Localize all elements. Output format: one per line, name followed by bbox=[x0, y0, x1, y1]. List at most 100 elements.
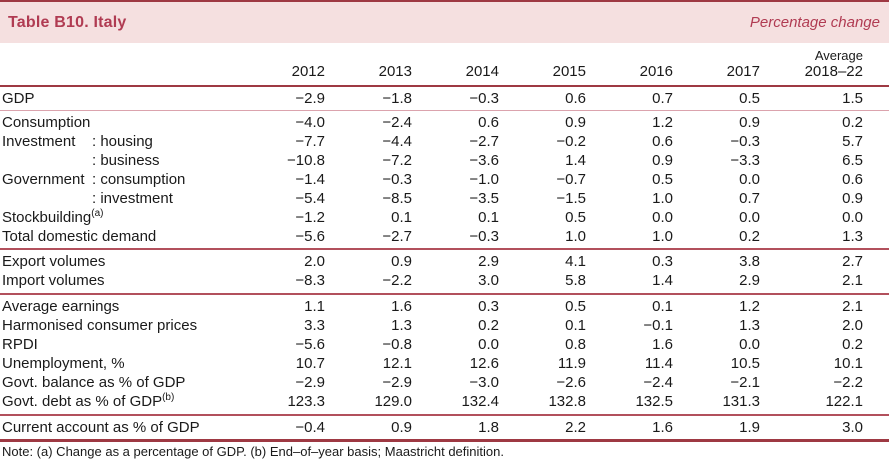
table-row: : business −10.8 −7.2 −3.6 1.4 0.9 −3.3 6.5 bbox=[0, 151, 889, 170]
value-cell: 2.0 bbox=[842, 317, 863, 334]
value-cell: 1.3 bbox=[391, 317, 412, 334]
value-cell: −5.6 bbox=[295, 228, 325, 245]
row-label-main: Average earnings bbox=[2, 298, 120, 315]
value-cell: −2.7 bbox=[382, 228, 412, 245]
value-cell: −0.3 bbox=[469, 90, 499, 107]
value-cell: 11.4 bbox=[644, 355, 673, 372]
value-cell: 0.9 bbox=[565, 114, 586, 131]
value-cell: −1.4 bbox=[295, 171, 325, 188]
row-label-main: Export volumes bbox=[2, 253, 106, 270]
value-cell: −0.1 bbox=[643, 317, 673, 334]
table-row: Investment: housing −7.7 −4.4 −2.7 −0.2 0.6 −0… bbox=[0, 132, 889, 151]
value-cell: −2.9 bbox=[382, 374, 412, 391]
value-cell: −0.4 bbox=[295, 419, 325, 436]
value-cell: −2.7 bbox=[469, 133, 499, 150]
row-label-main: Current account as % of GDP bbox=[2, 419, 200, 436]
value-cell: −2.2 bbox=[382, 272, 412, 289]
value-cell: 123.3 bbox=[287, 393, 325, 410]
value-cell: 0.1 bbox=[652, 298, 673, 315]
value-cell: 0.0 bbox=[842, 209, 863, 226]
footnote-marker: (a) bbox=[91, 208, 104, 219]
row-label: Export volumes bbox=[0, 249, 238, 271]
value-cell: 2.1 bbox=[842, 298, 863, 315]
table-row: Consumption −4.0 −2.4 0.6 0.9 1.2 0.9 0.2 bbox=[0, 111, 889, 133]
row-label: Current account as % of GDP bbox=[0, 415, 238, 441]
row-label: Govt. debt as % of GDP(b) bbox=[0, 392, 238, 415]
table-row: Average earnings 1.1 1.6 0.3 0.5 0.1 1.2 2.1 bbox=[0, 294, 889, 316]
table-row: : investment −5.4 −8.5 −3.5 −1.5 1.0 0.7 0.9 bbox=[0, 189, 889, 208]
percentage-change-label: Percentage change bbox=[749, 14, 880, 31]
value-cell: −0.8 bbox=[382, 336, 412, 353]
value-cell: 1.9 bbox=[739, 419, 760, 436]
value-cell: −7.2 bbox=[382, 152, 412, 169]
table-row: Current account as % of GDP −0.4 0.9 1.8 2.2… bbox=[0, 415, 889, 441]
table-row: Unemployment, % 10.7 12.1 12.6 11.9 11.4 10.5 1… bbox=[0, 354, 889, 373]
year-header-2014: 2014 bbox=[412, 43, 499, 87]
value-cell: −1.0 bbox=[469, 171, 499, 188]
value-cell: 3.0 bbox=[842, 419, 863, 436]
row-label-main: Government bbox=[2, 171, 85, 188]
value-cell: 5.8 bbox=[565, 272, 586, 289]
value-cell: 0.7 bbox=[739, 190, 760, 207]
value-cell: −5.4 bbox=[295, 190, 325, 207]
value-cell: −0.2 bbox=[556, 133, 586, 150]
value-cell: 2.7 bbox=[842, 253, 863, 270]
value-cell: −0.3 bbox=[730, 133, 760, 150]
value-cell: 0.2 bbox=[478, 317, 499, 334]
value-cell: 0.2 bbox=[739, 228, 760, 245]
table-row: Harmonised consumer prices 3.3 1.3 0.2 0.1 −0… bbox=[0, 316, 889, 335]
value-cell: 6.5 bbox=[842, 152, 863, 169]
value-cell: 2.9 bbox=[739, 272, 760, 289]
value-cell: 1.0 bbox=[652, 228, 673, 245]
year-header-2017: 2017 bbox=[673, 43, 760, 87]
value-cell: −0.3 bbox=[382, 171, 412, 188]
section-demand: Consumption −4.0 −2.4 0.6 0.9 1.2 0.9 0.2 Invest… bbox=[0, 111, 889, 250]
value-cell: 0.5 bbox=[565, 209, 586, 226]
value-cell: 10.5 bbox=[730, 355, 760, 372]
value-cell: 0.5 bbox=[565, 298, 586, 315]
value-cell: −10.8 bbox=[287, 152, 325, 169]
row-label: Harmonised consumer prices bbox=[0, 316, 238, 335]
value-cell: −2.4 bbox=[382, 114, 412, 131]
value-cell: 0.2 bbox=[842, 114, 863, 131]
row-label-main: Harmonised consumer prices bbox=[2, 317, 198, 334]
data-table: 2012 2013 2014 2015 2016 2017 Average 20… bbox=[0, 43, 889, 442]
value-cell: 1.8 bbox=[478, 419, 499, 436]
row-label-main: GDP bbox=[2, 90, 35, 107]
value-cell: 2.1 bbox=[842, 272, 863, 289]
value-cell: 129.0 bbox=[374, 393, 412, 410]
value-cell: 0.0 bbox=[739, 209, 760, 226]
row-label: Government: consumption bbox=[0, 170, 238, 189]
value-cell: 12.1 bbox=[382, 355, 412, 372]
value-cell: −1.8 bbox=[382, 90, 412, 107]
value-cell: −3.3 bbox=[730, 152, 760, 169]
value-cell: 1.6 bbox=[391, 298, 412, 315]
value-cell: 12.6 bbox=[469, 355, 499, 372]
value-cell: 1.2 bbox=[739, 298, 760, 315]
value-cell: 0.5 bbox=[652, 171, 673, 188]
value-cell: 0.0 bbox=[739, 171, 760, 188]
value-cell: −0.3 bbox=[469, 228, 499, 245]
table-row: Govt. balance as % of GDP −2.9 −2.9 −3.0 −2.… bbox=[0, 373, 889, 392]
value-cell: −3.6 bbox=[469, 152, 499, 169]
value-cell: 1.1 bbox=[304, 298, 325, 315]
value-cell: 10.7 bbox=[295, 355, 325, 372]
row-label-main: Consumption bbox=[2, 114, 91, 131]
row-label: Import volumes bbox=[0, 271, 238, 294]
value-cell: −1.5 bbox=[556, 190, 586, 207]
average-header-line1: Average bbox=[814, 48, 863, 63]
value-cell: 0.7 bbox=[652, 90, 673, 107]
table-row: RPDI −5.6 −0.8 0.0 0.8 1.6 0.0 0.2 bbox=[0, 335, 889, 354]
value-cell: −4.4 bbox=[382, 133, 412, 150]
value-cell: 2.9 bbox=[478, 253, 499, 270]
value-cell: 0.5 bbox=[739, 90, 760, 107]
value-cell: 0.0 bbox=[652, 209, 673, 226]
row-label-main: Unemployment, % bbox=[2, 355, 125, 372]
value-cell: 1.0 bbox=[565, 228, 586, 245]
value-cell: 1.6 bbox=[652, 336, 673, 353]
value-cell: 0.3 bbox=[652, 253, 673, 270]
row-label: RPDI bbox=[0, 335, 238, 354]
value-cell: 0.6 bbox=[478, 114, 499, 131]
footnote-marker: (b) bbox=[162, 392, 175, 403]
